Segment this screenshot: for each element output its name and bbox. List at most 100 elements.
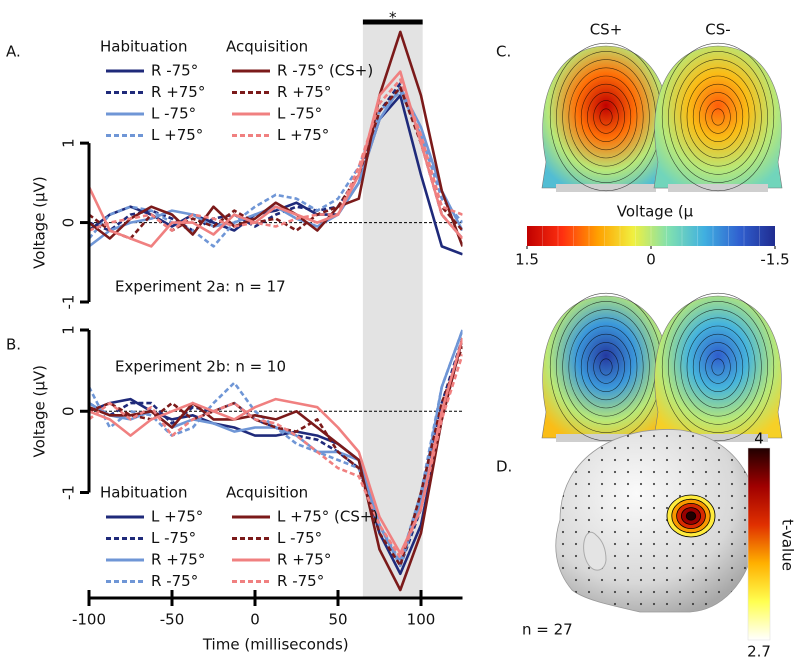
legend-label: R -75° [277,572,324,590]
legend-label: R -75° [151,62,198,80]
head-base [556,184,656,192]
legend-label: L -75° [277,105,322,123]
y-tick-label: 1 [60,325,78,335]
series-line [89,329,463,563]
x-tick-label: 50 [328,611,347,629]
colorbar-tick-label: 2.7 [747,643,771,661]
significance-marker: * [389,9,397,27]
legend-label: R +75° [151,551,205,569]
x-tick-label: -100 [72,611,106,629]
electrodes [555,429,758,612]
series-line [89,354,463,559]
contour [587,342,625,392]
contour [711,108,725,126]
contour [680,67,756,167]
legend-label: L +75° (CS+) [277,508,378,526]
contour [568,67,644,167]
contour [661,292,775,442]
annotation: Experiment 2b: n = 10 [115,358,286,376]
legend-label: L -75° [277,529,322,547]
column-title: CS- [705,21,730,39]
y-axis-label: Voltage (μV) [31,176,49,269]
y-tick-label: 0 [60,218,78,228]
topomap [541,295,671,439]
column-title: CS+ [590,21,623,39]
legend-label: L -75° [151,105,196,123]
head-base [556,434,656,442]
series-line [89,90,463,248]
colorbar-title: Voltage (μ [617,203,694,221]
ear [583,532,607,571]
annotation: n = 27 [522,621,573,639]
series-line [89,78,463,232]
x-tick-label: 0 [250,611,260,629]
legend-group-title: Habituation [100,38,187,56]
contour [674,59,762,175]
contour [692,333,744,401]
legend-label: R -75° (CS+) [277,62,373,80]
contour [661,42,775,192]
contour [599,358,613,376]
contour [686,75,750,159]
contour [699,92,737,142]
contour [593,350,619,384]
series-line [89,82,463,240]
series-line [89,337,463,592]
contour [580,83,632,151]
contour [668,51,768,183]
contour [587,92,625,142]
contour [680,317,756,417]
contour [562,309,650,425]
colorbar-tick-label: 1.5 [515,251,539,269]
y-tick-label: 0 [60,406,78,416]
series-line [89,337,463,555]
topomap [653,295,783,439]
legend-label: R -75° [151,572,198,590]
legend-label: L -75° [151,529,196,547]
legend-label: R +75° [277,551,331,569]
x-tick-label: 100 [407,611,436,629]
colorbar-tick-label: 0 [646,251,656,269]
series-line [89,70,463,248]
colorbar-tick-label: -1.5 [760,251,789,269]
legend-label: L +75° [151,126,203,144]
contour [699,342,737,392]
y-tick-label: -1 [60,485,78,500]
contour [574,325,638,409]
contour [562,59,650,175]
y-tick-label: -1 [60,295,78,310]
annotation: Experiment 2a: n = 17 [115,278,286,296]
legend-label: L +75° [277,126,329,144]
contour [686,325,750,409]
legend-group-title: Acquisition [226,484,308,502]
contour [711,358,725,376]
colorbar [747,447,771,641]
topomap [541,45,671,189]
head-base [668,434,768,442]
colorbar-title: t-value [779,519,797,571]
tmap-contour [685,511,697,521]
topomap [653,45,783,189]
legend-label: R +75° [151,83,205,101]
contour [668,301,768,433]
panel-label: D. [496,458,512,476]
contour [692,83,744,151]
contour [705,350,731,384]
contour [580,333,632,401]
x-axis-label: Time (milliseconds) [202,636,349,654]
x-tick-label: -50 [160,611,185,629]
y-tick-label: 1 [60,138,78,148]
panel-label: C. [496,43,511,61]
contour [593,100,619,134]
legend-label: R +75° [277,83,331,101]
panel-label: A. [6,43,21,61]
contour [599,108,613,126]
y-axis-label: Voltage (μV) [31,365,49,458]
contour [568,317,644,417]
contour [574,75,638,159]
head-base [668,184,768,192]
legend-group-title: Habituation [100,484,187,502]
colorbar-tick-label: 4 [754,430,764,448]
series-line [89,30,463,247]
